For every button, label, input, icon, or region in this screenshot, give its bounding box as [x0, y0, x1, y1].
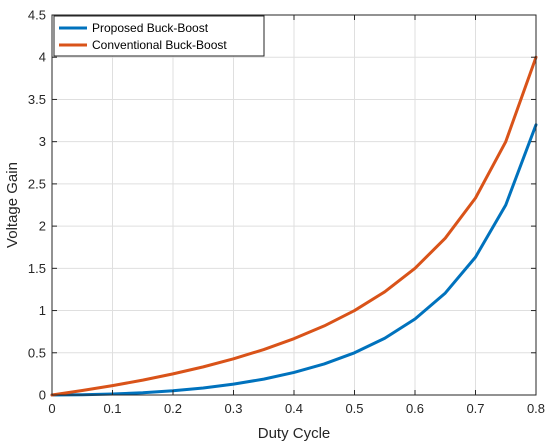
x-tick-label: 0.8: [527, 401, 545, 416]
legend-label-1: Proposed Buck-Boost: [92, 21, 209, 35]
x-tick-label: 0.4: [285, 401, 303, 416]
y-tick-label: 1: [39, 303, 46, 318]
y-tick-label: 2: [39, 219, 46, 234]
x-tick-label: 0.1: [103, 401, 121, 416]
x-tick-label: 0.7: [466, 401, 484, 416]
y-tick-label: 0.5: [28, 345, 46, 360]
y-tick-label: 2.5: [28, 176, 46, 191]
y-axis-ticks: 0 0.5 1 1.5 2 2.5 3 3.5 4 4.5: [28, 8, 536, 403]
y-tick-label: 1.5: [28, 261, 46, 276]
legend-label-2: Conventional Buck-Boost: [92, 38, 227, 52]
x-tick-label: 0.2: [164, 401, 182, 416]
y-tick-label: 3: [39, 134, 46, 149]
x-tick-label: 0.5: [345, 401, 363, 416]
y-tick-label: 4: [39, 50, 46, 65]
legend: Proposed Buck-Boost Conventional Buck-Boo…: [53, 15, 265, 57]
x-tick-label: 0.3: [224, 401, 242, 416]
y-tick-label: 0: [39, 388, 46, 403]
y-tick-label: 4.5: [28, 8, 46, 23]
x-tick-label: 0: [48, 401, 55, 416]
series-lines: [50, 55, 538, 397]
y-tick-label: 3.5: [28, 92, 46, 107]
x-axis-label: Duty Cycle: [258, 425, 331, 442]
x-tick-label: 0.6: [406, 401, 424, 416]
series-line-2: [50, 55, 538, 397]
legend-box: [53, 15, 265, 57]
series-line-1: [50, 123, 538, 397]
x-axis-ticks: 0 0.1 0.2 0.3 0.4 0.5 0.6 0.7 0.8: [48, 15, 545, 416]
y-axis-label: Voltage Gain: [4, 162, 21, 248]
